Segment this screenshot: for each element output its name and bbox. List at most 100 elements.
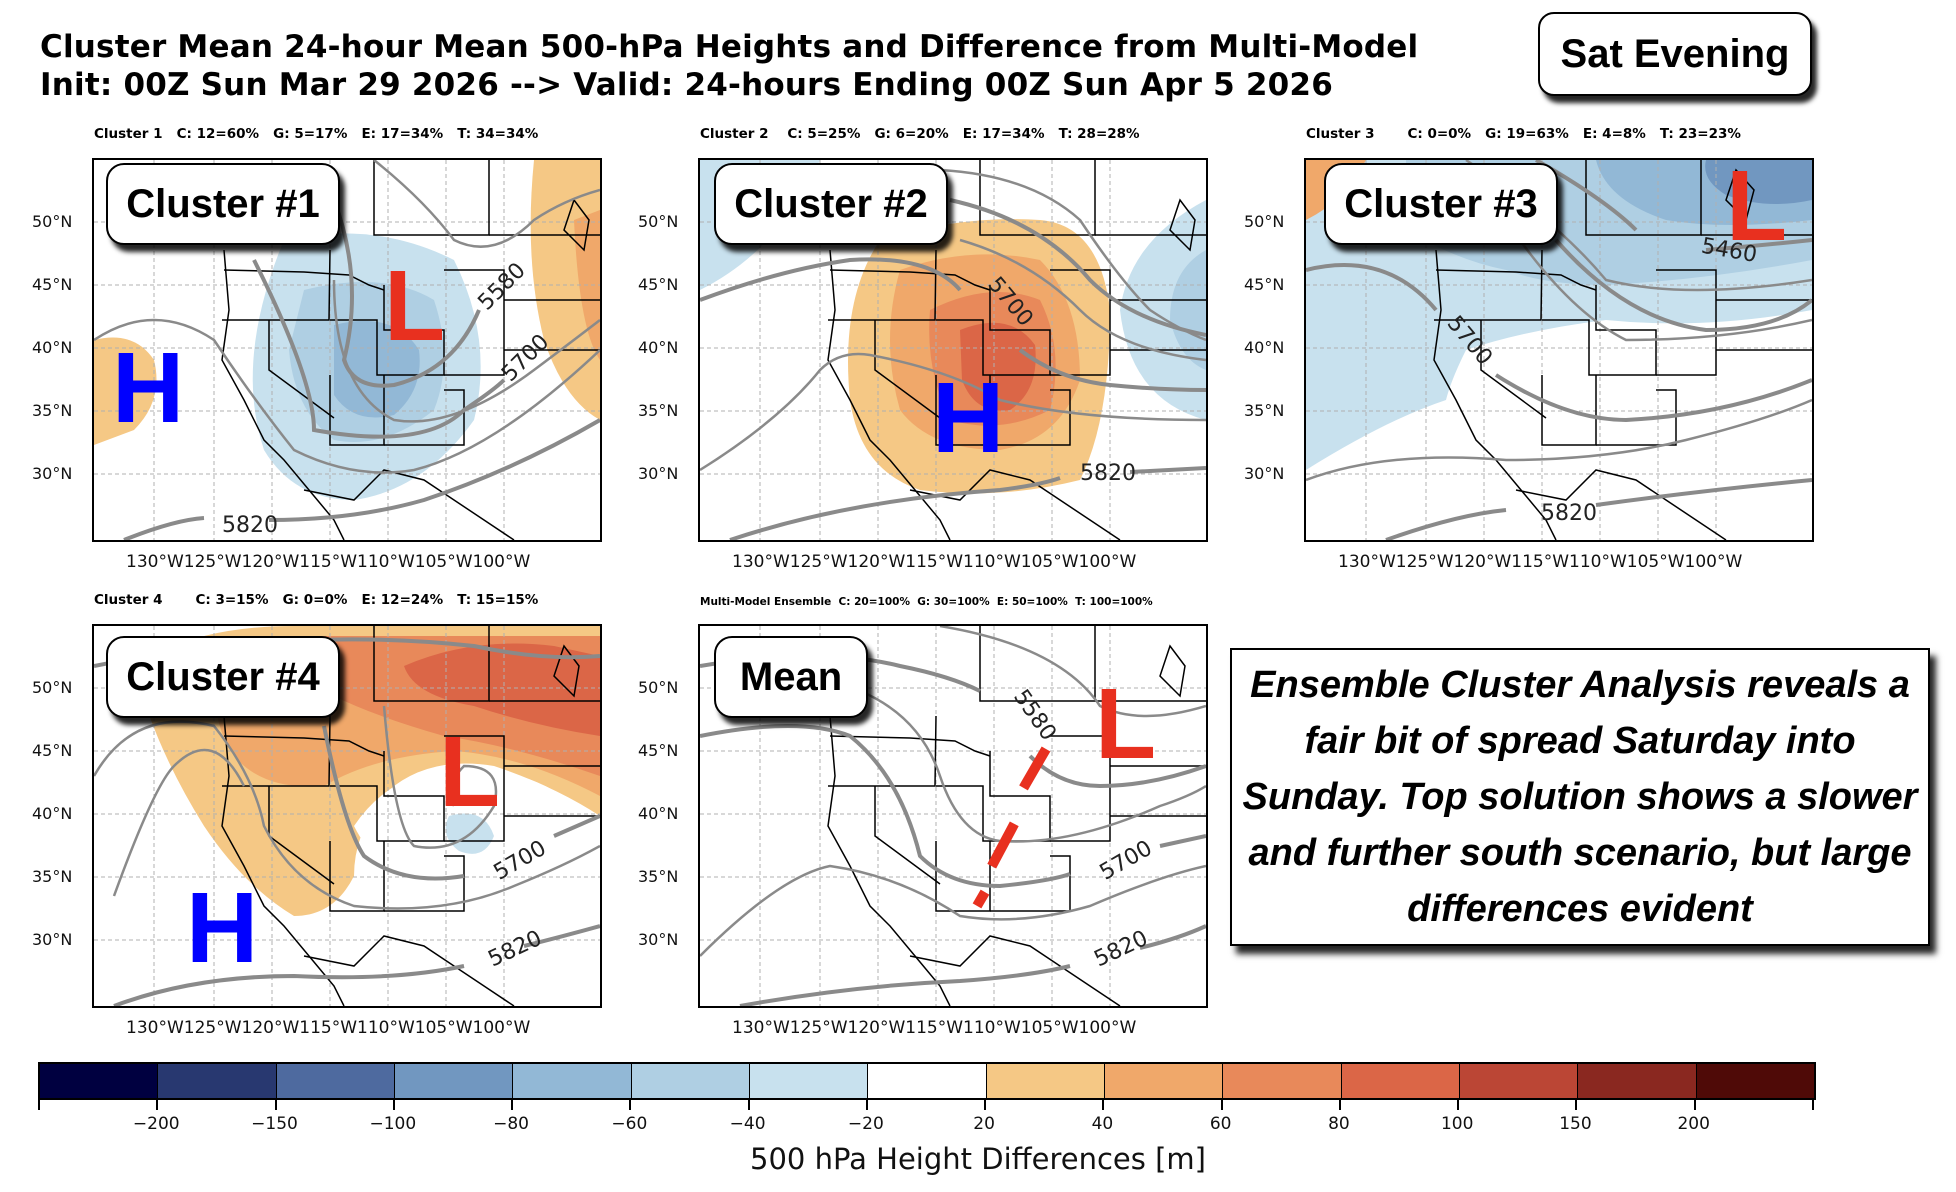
colorbar-tick-label: −20	[847, 1114, 884, 1134]
state-borders	[221, 160, 600, 540]
lat-label: 45°N	[32, 275, 73, 294]
high-pressure-marker: H	[186, 872, 258, 984]
colorbar-tick-label: 100	[1440, 1114, 1474, 1134]
title-line-1: Cluster Mean 24-hour Mean 500-hPa Height…	[40, 29, 1419, 65]
colorbar-tick-label: 60	[1209, 1114, 1232, 1134]
panel-callout-cluster1: Cluster #1	[106, 163, 340, 245]
panel-callout-mean: Mean	[714, 636, 868, 718]
lat-label: 45°N	[1244, 275, 1285, 294]
panel-header-cluster1: Cluster 1 C: 12=60% G: 5=17% E: 17=34% T…	[94, 126, 539, 142]
low-pressure-marker: L	[439, 716, 500, 828]
colorbar-ticks: −200 −150 −100 −80 −60 −40 −20 20 40 60 80 100 150 20…	[38, 1098, 1816, 1138]
colorbar-tick-label: 150	[1559, 1114, 1592, 1134]
colorbar-tick-label: −100	[369, 1114, 417, 1134]
lat-label: 30°N	[638, 464, 679, 483]
colorbar-tick	[1575, 1098, 1578, 1110]
lat-label: 35°N	[32, 401, 73, 420]
trough-axis-segment	[1019, 746, 1051, 791]
contour-label-5580: 5580	[1008, 685, 1061, 745]
anomaly-negative-40-east	[1170, 250, 1206, 370]
lon-labels-cluster1: 130°W125°W120°W115°W110°W105°W100°W	[126, 552, 531, 572]
map-panel-cluster1: 5580 5700 5820 H L Cluster #1	[92, 158, 602, 542]
colorbar-tick-label: 40	[1091, 1114, 1114, 1134]
colorbar-segment	[1578, 1064, 1697, 1098]
lat-label: 30°N	[32, 930, 73, 949]
lat-label: 35°N	[638, 401, 679, 420]
lat-label: 40°N	[32, 804, 73, 823]
lat-label: 30°N	[638, 930, 679, 949]
lat-label: 45°N	[32, 741, 73, 760]
colorbar-segment	[394, 1064, 514, 1098]
colorbar-segment	[276, 1064, 395, 1098]
trough-axis	[972, 746, 1051, 909]
contour-label-5820: 5820	[484, 926, 545, 972]
state-borders	[1433, 160, 1812, 540]
contour-label-5820: 5820	[1541, 501, 1597, 526]
lat-label: 40°N	[638, 338, 679, 357]
colorbar-tick	[865, 1098, 868, 1110]
colorbar-segment	[158, 1064, 277, 1098]
map-panel-mean: 5580 5700 5820 L Mean	[698, 624, 1208, 1008]
colorbar-tick	[1693, 1098, 1696, 1110]
lon-labels-cluster2: 130°W125°W120°W115°W110°W105°W100°W	[732, 552, 1137, 572]
colorbar-segment	[868, 1064, 987, 1098]
colorbar-segment	[986, 1064, 1105, 1098]
state-borders	[221, 626, 600, 1006]
lat-label: 35°N	[638, 867, 679, 886]
figure-title: Cluster Mean 24-hour Mean 500-hPa Height…	[40, 28, 1418, 104]
colorbar	[38, 1062, 1816, 1100]
colorbar-tick	[1220, 1098, 1223, 1110]
lat-label: 45°N	[638, 741, 679, 760]
colorbar-segment	[513, 1064, 632, 1098]
colorbar-tick-label: −200	[132, 1114, 180, 1134]
colorbar-segment	[40, 1064, 159, 1098]
map-panel-cluster2: 5700 5820 H Cluster #2	[698, 158, 1208, 542]
lat-label: 50°N	[1244, 212, 1285, 231]
height-contours	[1306, 160, 1812, 540]
colorbar-tick-label: 80	[1328, 1114, 1350, 1134]
panel-header-cluster3: Cluster 3 C: 0=0% G: 19=63% E: 4=8% T: 2…	[1306, 126, 1741, 142]
anomaly-negative-80	[1705, 160, 1812, 204]
lat-label: 50°N	[32, 678, 73, 697]
lat-label: 40°N	[638, 804, 679, 823]
high-pressure-marker: H	[932, 362, 1004, 474]
contour-label-5700: 5700	[1096, 836, 1157, 886]
low-pressure-marker: L	[1726, 160, 1787, 262]
colorbar-segment	[749, 1064, 869, 1098]
colorbar-tick	[747, 1098, 750, 1110]
colorbar-segment	[1341, 1064, 1460, 1098]
low-pressure-marker: L	[1095, 668, 1156, 780]
colorbar-segment	[631, 1064, 750, 1098]
panel-callout-cluster2: Cluster #2	[714, 163, 948, 245]
contour-label-5820: 5820	[1090, 926, 1151, 972]
lat-label: 35°N	[32, 867, 73, 886]
lat-label: 50°N	[638, 678, 679, 697]
lat-label: 50°N	[638, 212, 679, 231]
colorbar-tick-label: −150	[251, 1114, 298, 1134]
contour-label-5580: 5580	[473, 258, 530, 315]
colorbar-tick-label: −40	[729, 1114, 766, 1134]
colorbar-tick	[1338, 1098, 1341, 1110]
colorbar-tick	[1812, 1098, 1814, 1110]
colorbar-title: 500 hPa Height Differences [m]	[750, 1142, 1206, 1176]
colorbar-tick-label: 20	[973, 1114, 995, 1134]
lat-label: 40°N	[32, 338, 73, 357]
height-contours	[94, 637, 600, 1006]
panel-header-cluster4: Cluster 4 C: 3=15% G: 0=0% E: 12=24% T: …	[94, 592, 539, 608]
height-contours	[700, 168, 1206, 540]
lon-labels-cluster3: 130°W125°W120°W115°W110°W105°W100°W	[1338, 552, 1743, 572]
colorbar-tick-label: 200	[1677, 1114, 1710, 1134]
anomaly-positive-80	[404, 643, 600, 736]
contour-label-5820: 5820	[222, 513, 278, 538]
colorbar-tick-label: −60	[611, 1114, 648, 1134]
map-canvas-mean: 5580 5700 5820 L	[700, 626, 1206, 1006]
lat-label: 35°N	[1244, 401, 1285, 420]
height-contours	[94, 160, 600, 540]
colorbar-tick	[1102, 1098, 1105, 1110]
high-pressure-marker: H	[112, 332, 184, 444]
lat-label: 40°N	[1244, 338, 1285, 357]
lon-labels-cluster4: 130°W125°W120°W115°W110°W105°W100°W	[126, 1018, 531, 1038]
title-line-2: Init: 00Z Sun Mar 29 2026 --> Valid: 24-…	[40, 67, 1333, 103]
panel-header-mean: Multi-Model Ensemble C: 20=100% G: 30=10…	[700, 596, 1153, 608]
panel-callout-cluster4: Cluster #4	[106, 636, 340, 718]
